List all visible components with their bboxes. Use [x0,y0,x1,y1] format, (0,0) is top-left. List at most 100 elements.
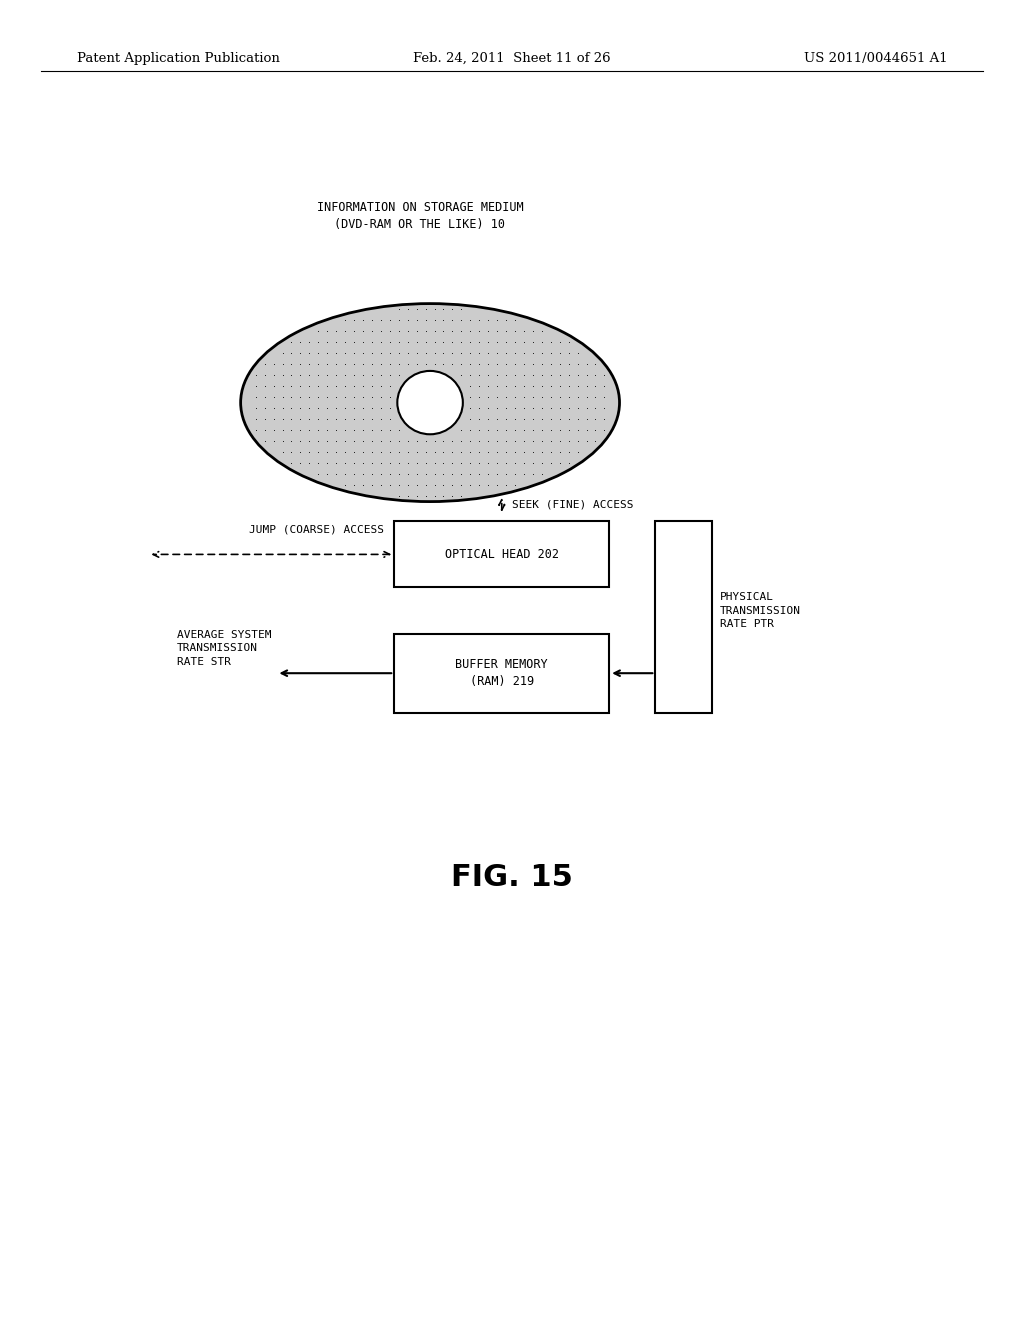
Point [552,397,568,418]
Point [579,397,595,418]
Point [462,475,478,496]
Point [462,354,478,375]
Point [488,409,505,430]
Point [596,397,612,418]
Point [435,453,452,474]
Point [516,453,532,474]
Point [516,375,532,396]
Point [373,331,389,352]
Point [454,430,470,451]
Point [382,420,398,441]
Point [552,364,568,385]
Point [399,442,416,463]
Point [524,409,541,430]
Point [454,309,470,330]
Point [301,331,317,352]
Ellipse shape [397,371,463,434]
Point [543,342,559,363]
Point [498,342,514,363]
Point [579,409,595,430]
Point [319,409,336,430]
Point [292,354,308,375]
Point [516,354,532,375]
Point [319,321,336,342]
Point [488,375,505,396]
Point [560,387,577,408]
Point [284,442,300,463]
Point [579,430,595,451]
Point [382,463,398,484]
Point [265,375,282,396]
Point [284,397,300,418]
Point [346,420,362,441]
Point [337,342,353,363]
Point [418,309,434,330]
Point [382,321,398,342]
Point [399,309,416,330]
Point [596,375,612,396]
Point [390,430,407,451]
Ellipse shape [241,304,620,502]
Point [596,420,612,441]
Point [454,453,470,474]
Point [480,475,497,496]
Point [346,453,362,474]
Point [560,430,577,451]
Point [364,397,380,418]
Text: Feb. 24, 2011  Sheet 11 of 26: Feb. 24, 2011 Sheet 11 of 26 [414,51,610,65]
Point [364,375,380,396]
Point [588,420,604,441]
Point [319,420,336,441]
Point [435,442,452,463]
Point [462,364,478,385]
Point [382,409,398,430]
Point [488,331,505,352]
Point [390,364,407,385]
Point [355,342,372,363]
Point [364,387,380,408]
Point [418,298,434,319]
Point [265,387,282,408]
Point [382,364,398,385]
Point [274,387,291,408]
Point [409,453,425,474]
Point [471,387,487,408]
Point [373,430,389,451]
Point [524,364,541,385]
Point [364,463,380,484]
Point [292,387,308,408]
Point [507,442,523,463]
Point [426,354,442,375]
Point [507,397,523,418]
Point [418,331,434,352]
Point [480,430,497,451]
Point [524,453,541,474]
Point [328,397,344,418]
Point [516,364,532,385]
Bar [394,521,609,587]
Point [552,331,568,352]
Point [524,463,541,484]
Point [588,354,604,375]
Point [569,354,586,375]
Point [310,354,327,375]
Point [462,387,478,408]
Point [346,387,362,408]
Point [248,409,264,430]
Point [579,387,595,408]
Point [471,475,487,496]
Point [364,342,380,363]
Point [480,364,497,385]
Point [462,430,478,451]
Point [524,397,541,418]
Point [399,453,416,474]
Point [435,475,452,496]
Point [507,387,523,408]
Point [480,463,497,484]
Point [265,430,282,451]
Point [301,364,317,385]
Point [462,321,478,342]
Point [418,321,434,342]
Point [399,430,416,451]
Point [284,375,300,396]
